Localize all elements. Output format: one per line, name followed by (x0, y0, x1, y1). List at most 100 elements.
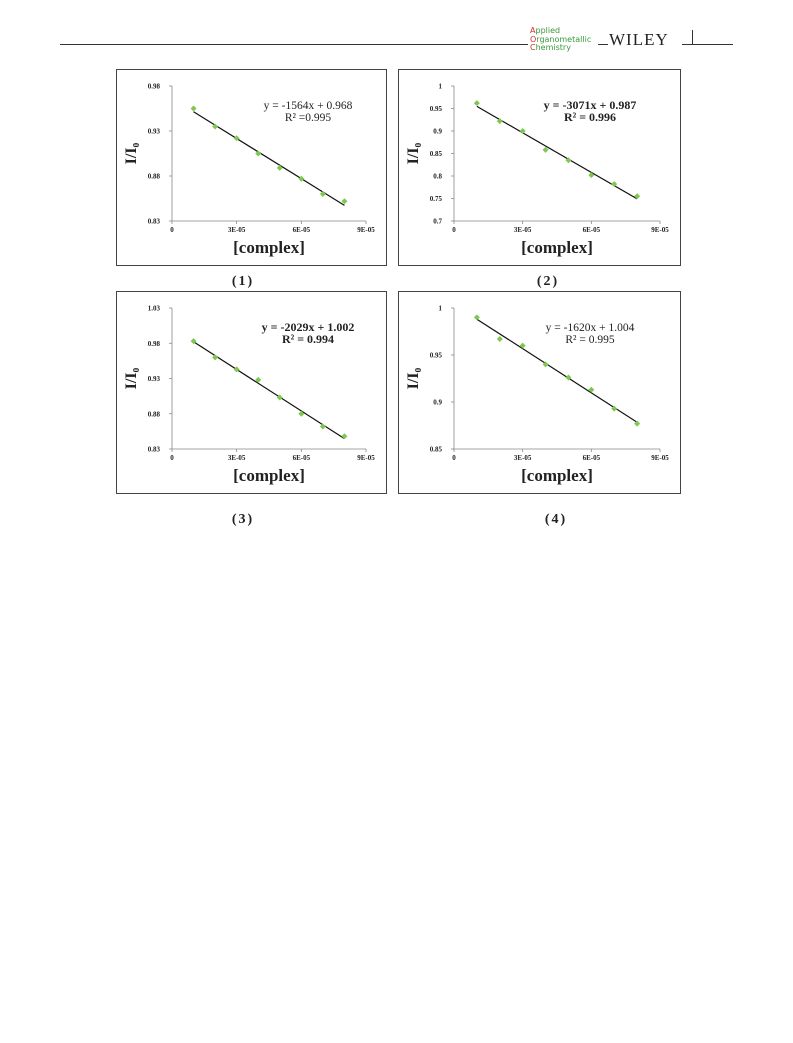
data-point (588, 386, 595, 393)
equation: y = -2029x + 1.002 (262, 320, 355, 334)
x-axis-label: [complex] (521, 238, 593, 257)
y-tick-label: 1 (439, 305, 443, 313)
data-point (276, 164, 283, 171)
data-point (212, 123, 219, 130)
y-tick-label: 0.88 (148, 410, 161, 418)
data-point (611, 181, 618, 188)
x-tick-label: 0 (170, 454, 174, 462)
journal-name: Applied Organometallic Chemistry (530, 26, 592, 53)
y-tick-label: 0.9 (433, 128, 442, 136)
chart-frame (116, 291, 387, 494)
data-point (341, 198, 348, 205)
x-axis-label: [complex] (521, 466, 593, 485)
x-tick-label: 9E-05 (651, 226, 669, 234)
y-tick-label: 0.83 (148, 446, 161, 454)
publisher: WILEY (609, 30, 669, 49)
x-tick-label: 3E-05 (514, 226, 532, 234)
equation: y = -1564x + 0.968 (264, 100, 353, 112)
journal-word: Applied (530, 26, 561, 35)
chart-frame (398, 291, 681, 494)
y-axis-label: I/I₀ (405, 367, 422, 389)
x-tick-label: 9E-05 (357, 226, 375, 234)
data-point (255, 150, 262, 157)
y-tick-label: 0.88 (148, 173, 161, 181)
y-tick-label: 0.75 (430, 195, 443, 203)
data-point (212, 354, 219, 361)
x-tick-label: 3E-05 (228, 454, 246, 462)
data-point (190, 105, 197, 112)
journal-word: Chemistry (530, 43, 571, 52)
panel-label: (4) (545, 512, 567, 527)
data-point (298, 175, 305, 182)
trendline (476, 318, 638, 423)
equation: R² = 0.996 (564, 110, 616, 124)
x-tick-label: 6E-05 (583, 226, 601, 234)
data-point (233, 366, 240, 373)
y-tick-label: 0.85 (430, 446, 443, 454)
x-tick-label: 6E-05 (583, 454, 601, 462)
data-point (190, 338, 197, 345)
x-tick-label: 3E-05 (514, 454, 532, 462)
trendline (193, 341, 345, 440)
x-tick-label: 0 (452, 454, 456, 462)
data-point (496, 118, 503, 125)
equation: y = -1620x + 1.004 (546, 322, 635, 334)
equation: R² = 0.994 (282, 332, 334, 346)
y-tick-label: 0.98 (148, 83, 161, 91)
y-tick-label: 1 (439, 83, 443, 91)
y-axis-label: I/I₀ (405, 142, 422, 164)
data-point (473, 100, 480, 107)
y-tick-label: 0.85 (430, 150, 443, 158)
journal-word: Organometallic (530, 34, 592, 44)
y-tick-label: 0.9 (433, 399, 442, 407)
data-point (519, 342, 526, 349)
y-axis-label: I/I₀ (123, 367, 140, 389)
y-tick-label: 0.93 (148, 128, 161, 136)
panel-label: (1) (232, 274, 254, 289)
data-point (319, 191, 326, 197)
x-tick-label: 0 (170, 226, 174, 234)
y-tick-label: 0.8 (433, 173, 442, 181)
data-point (634, 193, 641, 200)
trendline (193, 111, 345, 206)
data-point (565, 374, 572, 381)
data-point (588, 172, 595, 179)
data-point (496, 336, 503, 343)
data-point (276, 394, 283, 401)
panel-label: (3) (232, 512, 254, 527)
data-point (611, 405, 618, 412)
equation: R² = 0.995 (565, 334, 614, 346)
data-point (298, 410, 305, 417)
x-tick-label: 6E-05 (293, 454, 311, 462)
y-axis-label: I/I₀ (123, 142, 140, 164)
data-point (255, 376, 262, 383)
data-point (542, 146, 549, 153)
panel-label: (2) (537, 274, 559, 289)
data-point (233, 135, 240, 142)
y-tick-label: 0.98 (148, 340, 161, 348)
data-point (473, 314, 480, 321)
data-point (319, 423, 326, 430)
y-tick-label: 0.95 (430, 352, 443, 360)
x-tick-label: 3E-05 (228, 226, 246, 234)
x-tick-label: 0 (452, 226, 456, 234)
equation: R² =0.995 (285, 112, 332, 124)
x-tick-label: 6E-05 (293, 226, 311, 234)
x-tick-label: 9E-05 (651, 454, 669, 462)
y-tick-label: 0.93 (148, 375, 161, 383)
data-point (542, 361, 549, 368)
y-tick-label: 0.83 (148, 218, 161, 226)
x-axis-label: [complex] (233, 466, 305, 485)
data-point (341, 433, 348, 440)
equation: y = -3071x + 0.987 (544, 98, 637, 112)
x-axis-label: [complex] (233, 238, 305, 257)
data-point (634, 420, 641, 427)
data-point (565, 157, 572, 164)
trendline (476, 105, 638, 200)
x-tick-label: 9E-05 (357, 454, 375, 462)
chart-frame (116, 69, 387, 266)
y-tick-label: 0.95 (430, 105, 443, 113)
y-tick-label: 1.03 (148, 305, 161, 313)
